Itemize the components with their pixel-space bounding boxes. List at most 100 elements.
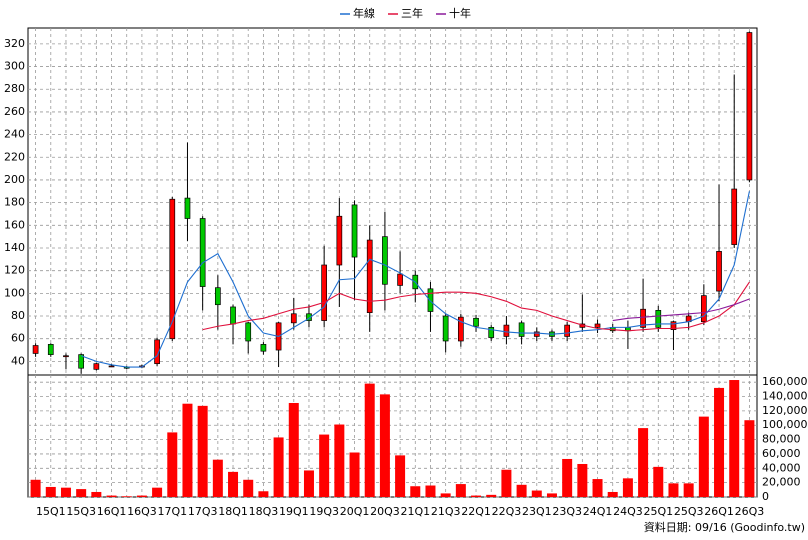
candle-body	[655, 310, 662, 328]
candle-body	[63, 355, 69, 358]
footer-note: 資料日期: 09/16 (Goodinfo.tw)	[644, 520, 805, 534]
volume-bar	[471, 495, 482, 497]
volume-bar	[501, 469, 512, 497]
volume-bar	[486, 494, 497, 497]
x-tick-label: 16Q1	[97, 505, 127, 518]
line-series	[80, 191, 750, 368]
x-tick-label: 26Q1	[704, 505, 734, 518]
volume-bar	[531, 490, 542, 497]
y2-tick-label: 100,000	[762, 418, 808, 431]
y-tick-label: 160	[4, 218, 25, 231]
volume-bar	[91, 491, 102, 497]
candle-body	[397, 273, 403, 286]
volume-bar	[136, 495, 147, 497]
candle-body	[351, 204, 358, 258]
volume-bar	[546, 493, 557, 497]
candle-body	[457, 316, 464, 342]
volume-bar	[288, 402, 299, 497]
candle-body	[473, 317, 479, 327]
y-tick-label: 140	[4, 241, 25, 254]
legend-label: 十年	[449, 6, 471, 20]
x-tick-label: 19Q1	[279, 505, 309, 518]
candle-body	[199, 218, 206, 287]
x-tick-label: 24Q1	[583, 505, 613, 518]
volume-bar	[729, 380, 740, 497]
legend-label: 年線	[353, 6, 375, 20]
candle-body	[290, 313, 297, 324]
candle-body	[184, 197, 191, 219]
candle-body	[640, 308, 646, 328]
y2-tick-label: 160,000	[762, 375, 808, 388]
volume-bar	[379, 394, 390, 497]
volume-bar	[60, 487, 71, 497]
volume-bar	[121, 496, 132, 497]
x-tick-label: 20Q1	[340, 505, 370, 518]
volume-bar	[334, 424, 345, 497]
volume-bar	[212, 459, 223, 497]
volume-bar	[683, 483, 694, 497]
candle-body	[427, 288, 434, 312]
y-tick-label: 200	[4, 173, 25, 186]
y-tick-label: 220	[4, 150, 25, 163]
volume-bar	[668, 483, 679, 497]
volume-bar	[106, 495, 117, 497]
volume-bar	[273, 437, 284, 497]
line-series	[202, 281, 750, 332]
y2-tick-label: 60,000	[762, 447, 801, 460]
y-tick-label: 300	[4, 60, 25, 73]
volume-bar	[258, 491, 269, 497]
candle-body	[731, 188, 738, 245]
candle-body	[93, 363, 100, 370]
volume-bar	[152, 487, 163, 497]
x-tick-label: 26Q3	[735, 505, 765, 518]
plot-frame	[27, 27, 758, 498]
candle-body	[321, 264, 328, 321]
x-tick-label: 18Q3	[249, 505, 279, 518]
x-tick-label: 23Q1	[522, 505, 552, 518]
y-tick-label: 240	[4, 128, 25, 141]
volume-bar	[303, 470, 314, 497]
y-tick-label: 280	[4, 82, 25, 95]
candle-body	[382, 236, 388, 285]
volume-bar	[714, 387, 725, 497]
volume-bar	[638, 428, 649, 497]
x-tick-label: 22Q3	[492, 505, 522, 518]
candle-body	[32, 345, 39, 354]
y-tick-label: 100	[4, 286, 25, 299]
y2-tick-label: 0	[762, 490, 769, 503]
volume-bar	[45, 486, 56, 497]
y2-tick-label: 80,000	[762, 433, 801, 446]
volume-bar	[364, 383, 375, 497]
volume-bar	[410, 486, 421, 497]
candle-body	[533, 331, 540, 337]
candle-body	[670, 321, 677, 330]
y-tick-label: 60	[11, 332, 25, 345]
candle-body	[169, 198, 176, 340]
volume-bar	[744, 420, 755, 497]
y2-tick-label: 120,000	[762, 404, 808, 417]
y-tick-label: 320	[4, 37, 25, 50]
x-tick-label: 17Q1	[157, 505, 187, 518]
candle-body	[78, 354, 85, 369]
volume-bar	[622, 478, 633, 497]
volume-bar	[182, 403, 193, 497]
x-tick-label: 23Q3	[552, 505, 582, 518]
volume-bar	[592, 479, 603, 497]
volume-bar	[197, 405, 208, 497]
candle-body	[503, 324, 510, 337]
volume-bar	[167, 432, 178, 497]
x-tick-label: 17Q3	[188, 505, 218, 518]
volume-bar	[653, 466, 664, 497]
x-tick-label: 18Q1	[218, 505, 248, 518]
x-tick-label: 21Q3	[431, 505, 461, 518]
x-tick-label: 16Q3	[127, 505, 157, 518]
volume-bar	[698, 416, 709, 497]
volume-bar	[455, 484, 466, 497]
volume-bar	[319, 434, 330, 497]
y-tick-label: 180	[4, 196, 25, 209]
volume-bar	[395, 455, 406, 497]
line-series	[612, 298, 750, 322]
candle-body	[746, 32, 753, 181]
y-tick-label: 260	[4, 105, 25, 118]
